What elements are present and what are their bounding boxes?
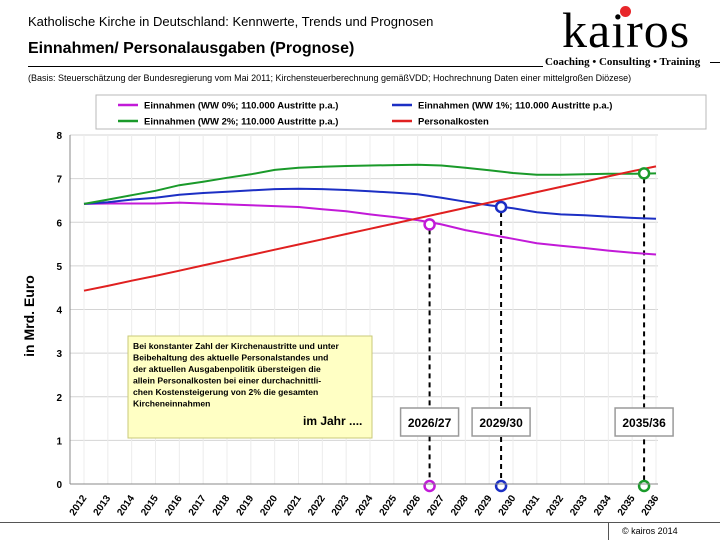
x-tick-label-2013: 2013 — [92, 493, 114, 518]
x-tick-label-2027: 2027 — [425, 493, 447, 518]
note-line-5: chen Kostensteigerung von 2% die gesamte… — [133, 387, 318, 397]
x-tick-label-2036: 2036 — [640, 493, 662, 518]
year-box-label-2: 2029/30 — [479, 416, 523, 430]
note-tail: im Jahr .... — [303, 414, 362, 428]
y-tick-label-8: 8 — [56, 131, 62, 142]
x-tick-label-2032: 2032 — [544, 493, 566, 518]
x-tick-label-2021: 2021 — [282, 493, 304, 518]
x-tick-label-2012: 2012 — [68, 493, 90, 518]
series-line-4 — [83, 165, 657, 292]
y-tick-label-0: 0 — [56, 480, 62, 491]
x-tick-label-2015: 2015 — [139, 493, 161, 518]
intersection-point-2 — [494, 200, 508, 214]
logo-tagline: Coaching • Consulting • Training — [545, 56, 701, 68]
axis-marker-1 — [423, 479, 436, 493]
footer-separator — [608, 522, 609, 540]
logo-dot-icon — [620, 6, 631, 17]
x-tick-label-2026: 2026 — [401, 493, 423, 518]
y-axis-label: in Mrd. Euro — [21, 275, 37, 357]
note-line-1: Bei konstanter Zahl der Kirchenaustritte… — [133, 341, 339, 351]
annotation-note: Bei konstanter Zahl der Kirchenaustritte… — [127, 335, 373, 439]
year-box-label-3: 2035/36 — [622, 416, 666, 430]
intersection-point-3 — [637, 167, 651, 180]
series-line-3 — [83, 163, 657, 205]
year-box-2 — [471, 407, 531, 437]
y-tick-label-6: 6 — [56, 218, 62, 229]
series-line-2 — [83, 187, 657, 220]
x-tick-label-2031: 2031 — [521, 493, 543, 518]
header-divider-right — [710, 62, 720, 63]
x-tick-label-2023: 2023 — [330, 493, 352, 518]
header-divider — [28, 66, 543, 67]
y-tick-label-7: 7 — [56, 175, 62, 186]
note-line-3: der aktuellen Ausgabenpolitik übersteige… — [133, 364, 321, 374]
note-line-4: allein Personalkosten bei einer durchach… — [133, 376, 321, 386]
copyright: © kairos 2014 — [622, 526, 678, 536]
note-line-2: Beibehaltung des aktuelle Personalstande… — [133, 353, 328, 363]
y-tick-label-4: 4 — [56, 306, 62, 317]
axis-marker-2 — [494, 479, 508, 493]
axes: 2012 2013 2014 2015 2016 2017 2018 2019 2020 2021… — [21, 135, 662, 518]
x-tick-label-2028: 2028 — [449, 493, 471, 518]
y-tick-label-1: 1 — [56, 436, 62, 447]
year-boxes: 2026/27 2029/30 2035/36 — [399, 407, 674, 437]
series-lines — [83, 163, 657, 292]
x-tick-label-2019: 2019 — [235, 493, 257, 518]
legend-box — [95, 94, 707, 130]
note-line-6: Kircheneinnahmen — [133, 399, 210, 409]
year-box-1 — [399, 407, 460, 437]
line-chart: Einnahmen (WW 0%; 110.000 Austritte p.a.… — [21, 94, 707, 518]
year-box-label-1: 2026/27 — [408, 416, 452, 430]
x-tick-label-2020: 2020 — [258, 493, 280, 518]
x-tick-label-2033: 2033 — [568, 493, 590, 518]
intersection-point-1 — [423, 218, 436, 231]
x-tick-label-2016: 2016 — [163, 493, 185, 518]
x-tick-label-2029: 2029 — [473, 493, 495, 518]
note-box — [127, 335, 373, 439]
legend-label-4: Personalkosten — [418, 117, 489, 128]
x-tick-label-2014: 2014 — [115, 493, 137, 518]
footer-divider — [0, 522, 720, 523]
chart-title: Einnahmen/ Personalausgaben (Prognose) — [28, 40, 355, 57]
legend-label-1: Einnahmen (WW 0%; 110.000 Austritte p.a.… — [144, 101, 338, 112]
legend: Einnahmen (WW 0%; 110.000 Austritte p.a.… — [95, 94, 707, 130]
axis-marker-3 — [637, 479, 651, 493]
x-tick-label-2022: 2022 — [306, 493, 328, 518]
y-tick-label-5: 5 — [56, 262, 62, 273]
y-tick-label-3: 3 — [56, 349, 62, 360]
data-basis-note: (Basis: Steuerschätzung der Bundesregier… — [28, 73, 632, 83]
x-tick-label-2030: 2030 — [497, 493, 519, 518]
x-tick-label-2024: 2024 — [354, 493, 376, 518]
chart-subtitle: Katholische Kirche in Deutschland: Kennw… — [28, 14, 434, 29]
x-tick-label-2035: 2035 — [616, 493, 638, 518]
year-box-3 — [614, 407, 674, 437]
x-tick-label-2018: 2018 — [211, 493, 233, 518]
legend-label-2: Einnahmen (WW 1%; 110.000 Austritte p.a.… — [418, 101, 612, 112]
series-line-1 — [83, 201, 657, 256]
legend-label-3: Einnahmen (WW 2%; 110.000 Austritte p.a.… — [144, 117, 338, 128]
gridlines: 0 1 2 3 4 5 6 7 8 — [56, 131, 658, 491]
x-tick-label-2025: 2025 — [378, 493, 400, 518]
y-tick-label-2: 2 — [56, 393, 62, 404]
x-tick-label-2034: 2034 — [592, 493, 614, 518]
x-tick-label-2017: 2017 — [187, 493, 209, 518]
